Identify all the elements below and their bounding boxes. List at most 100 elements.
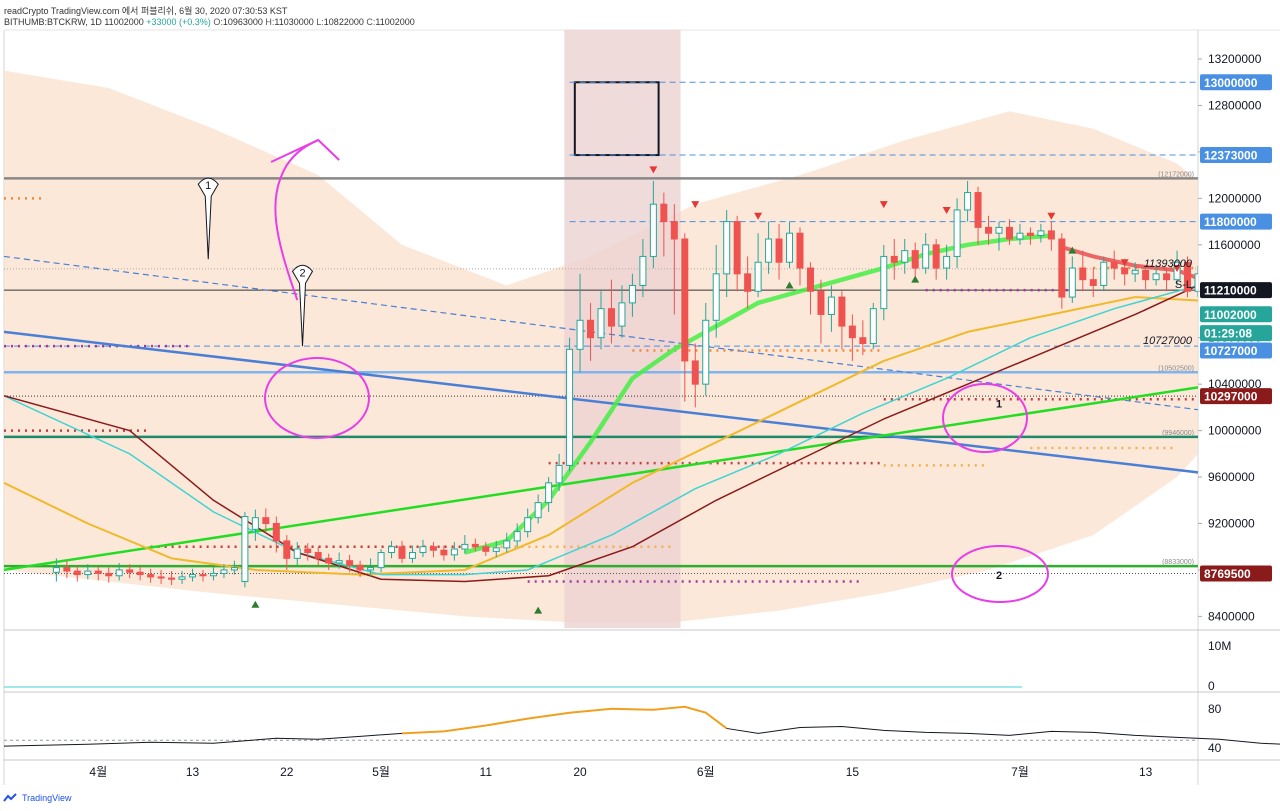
candle-body bbox=[838, 296, 846, 327]
candle-body bbox=[1100, 261, 1108, 286]
candle-body bbox=[482, 546, 490, 552]
candle-body bbox=[147, 574, 155, 578]
change-value: +33000 (+0.3%) bbox=[146, 17, 211, 27]
candle-body bbox=[105, 572, 113, 577]
candle-body bbox=[618, 302, 626, 327]
candle-body bbox=[943, 255, 951, 269]
buy-signal bbox=[911, 275, 920, 283]
candle-body bbox=[691, 360, 699, 385]
volume-tick-label: 0 bbox=[1208, 679, 1215, 693]
candle-body bbox=[199, 574, 207, 577]
candle-body bbox=[765, 238, 773, 263]
symbol-label: BITHUMB:BTCKRW, 1D 11002000 bbox=[4, 17, 144, 27]
price-label-box bbox=[1200, 388, 1272, 405]
close-value: 11002000 bbox=[375, 17, 415, 27]
candle-body bbox=[126, 569, 134, 573]
small-level-label: (10502500) bbox=[1158, 365, 1194, 372]
candle-body bbox=[1058, 238, 1066, 298]
price-label-box bbox=[1200, 306, 1272, 323]
candle-body bbox=[168, 577, 176, 580]
candle-body bbox=[157, 576, 165, 579]
candle-body bbox=[178, 576, 186, 580]
candle-body bbox=[524, 517, 532, 533]
price-tick-label: 8400000 bbox=[1208, 609, 1255, 623]
candle-body bbox=[576, 319, 584, 350]
candle-body bbox=[84, 570, 92, 576]
time-tick-label: 6월 bbox=[697, 765, 715, 779]
candle-body bbox=[1026, 232, 1034, 237]
price-label-text: 10297000 bbox=[1204, 390, 1258, 404]
callout-shape bbox=[291, 264, 314, 347]
magenta-arrow-head bbox=[270, 138, 340, 163]
inline-label: 10727000 bbox=[1143, 335, 1193, 347]
candle-body bbox=[628, 284, 636, 304]
price-label-text: 11800000 bbox=[1204, 215, 1257, 229]
candle-body bbox=[272, 522, 280, 542]
candle-body bbox=[136, 571, 144, 576]
candle-body bbox=[293, 548, 301, 559]
candle-body bbox=[304, 548, 312, 554]
open-label: O: bbox=[213, 17, 223, 27]
callout-label: 1 bbox=[205, 180, 211, 192]
stoch-tick-label: 80 bbox=[1208, 702, 1222, 716]
candle-body bbox=[712, 273, 720, 321]
candle-body bbox=[974, 192, 982, 228]
magenta-circle-3 bbox=[951, 545, 1049, 603]
candle-body bbox=[262, 517, 270, 524]
candle-body bbox=[817, 290, 825, 315]
inline-label: 11393000 bbox=[1144, 258, 1193, 270]
candle-body bbox=[880, 255, 888, 310]
candle-body bbox=[63, 567, 71, 572]
callout-shape bbox=[197, 177, 219, 260]
candle-body bbox=[848, 325, 856, 339]
candle-body bbox=[555, 464, 563, 484]
price-tick-label: 13200000 bbox=[1208, 52, 1262, 66]
publish-info: readCrypto TradingView.com 에서 퍼블리쉬, 6월 3… bbox=[4, 6, 288, 16]
candle-body bbox=[911, 250, 919, 269]
price-label-box bbox=[1200, 325, 1272, 342]
candle-body bbox=[209, 572, 217, 577]
price-label-text: 01:29:08 bbox=[1204, 327, 1252, 341]
time-tick-label: 7월 bbox=[1011, 765, 1029, 779]
candle-body bbox=[1110, 261, 1118, 269]
candle-body bbox=[230, 567, 238, 571]
candle-body bbox=[314, 552, 322, 559]
high-value: 11030000 bbox=[274, 17, 314, 27]
candle-body bbox=[995, 226, 1003, 234]
candle-body bbox=[806, 267, 814, 292]
time-tick-label: 5월 bbox=[372, 765, 390, 779]
candle-body bbox=[786, 232, 794, 263]
candle-body bbox=[1079, 267, 1087, 281]
candle-body bbox=[346, 560, 354, 566]
magenta-circle-2 bbox=[942, 383, 1028, 453]
stoch-tick-label: 40 bbox=[1208, 741, 1222, 755]
price-label-text: 10727000 bbox=[1204, 344, 1258, 358]
candle-body bbox=[492, 547, 500, 552]
price-label-box bbox=[1200, 282, 1272, 299]
candle-body bbox=[335, 560, 343, 564]
candle-body bbox=[796, 232, 804, 269]
candle-body bbox=[953, 209, 961, 257]
candle-body bbox=[869, 308, 877, 345]
candle-body bbox=[744, 273, 752, 292]
candle-body bbox=[94, 570, 102, 574]
price-tick-label: 10000000 bbox=[1208, 424, 1262, 438]
candle-body bbox=[367, 567, 375, 571]
tradingview-footer[interactable]: TradingView bbox=[3, 793, 72, 803]
candle-body bbox=[1121, 267, 1129, 275]
main-pane bbox=[4, 30, 1198, 628]
magenta-circle-1 bbox=[264, 357, 370, 439]
candle-body bbox=[1142, 269, 1150, 281]
candle-body bbox=[1047, 230, 1055, 240]
candle-body bbox=[827, 296, 835, 315]
candle-body bbox=[356, 564, 364, 571]
price-label-text: 13000000 bbox=[1204, 76, 1258, 90]
candle-body bbox=[964, 192, 972, 211]
price-tick-label: 9200000 bbox=[1208, 516, 1255, 530]
candle-body bbox=[1194, 273, 1198, 292]
close-label: C: bbox=[366, 17, 376, 27]
price-label-box bbox=[1200, 74, 1272, 91]
sell-signal bbox=[942, 206, 951, 214]
sell-signal bbox=[1173, 265, 1182, 273]
